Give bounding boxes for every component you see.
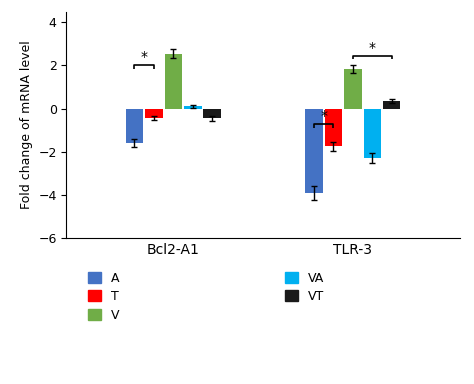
Bar <box>203 109 221 118</box>
Bar <box>145 109 163 118</box>
Bar <box>126 109 143 143</box>
Bar <box>364 109 381 158</box>
Legend: VA, VT: VA, VT <box>285 271 324 303</box>
Bar <box>344 69 362 109</box>
Text: *: * <box>369 41 376 55</box>
Bar <box>184 106 201 109</box>
Bar <box>325 109 342 146</box>
Text: *: * <box>320 109 327 123</box>
Bar <box>305 109 323 193</box>
Bar <box>383 101 401 109</box>
Bar <box>164 54 182 109</box>
Y-axis label: Fold change of mRNA level: Fold change of mRNA level <box>20 40 33 209</box>
Text: *: * <box>141 50 147 65</box>
